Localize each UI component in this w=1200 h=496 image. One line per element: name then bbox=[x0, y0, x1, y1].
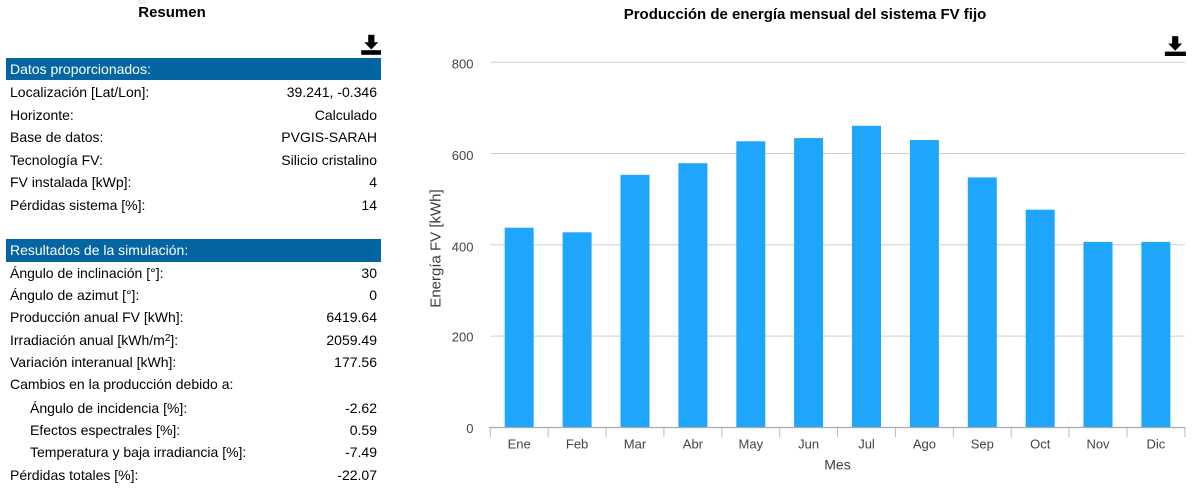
svg-text:Abr: Abr bbox=[683, 436, 704, 451]
svg-text:Producción de energía mensual: Producción de energía mensual del sistem… bbox=[624, 6, 987, 23]
svg-text:Ago: Ago bbox=[913, 436, 936, 451]
svg-text:Mes: Mes bbox=[824, 457, 850, 473]
svg-text:Sep: Sep bbox=[971, 436, 994, 451]
svg-text:Dic: Dic bbox=[1147, 436, 1166, 451]
svg-text:0: 0 bbox=[466, 421, 473, 436]
svg-text:800: 800 bbox=[452, 57, 474, 72]
svg-text:Jun: Jun bbox=[798, 436, 819, 451]
svg-text:600: 600 bbox=[452, 148, 474, 163]
svg-text:Mar: Mar bbox=[624, 436, 647, 451]
svg-text:200: 200 bbox=[452, 330, 474, 345]
svg-text:May: May bbox=[739, 436, 764, 451]
svg-text:Energía FV [kWh]: Energía FV [kWh] bbox=[427, 189, 444, 307]
svg-text:Ene: Ene bbox=[508, 436, 531, 451]
svg-text:Jul: Jul bbox=[858, 436, 875, 451]
svg-text:400: 400 bbox=[452, 239, 474, 254]
svg-text:Oct: Oct bbox=[1030, 436, 1051, 451]
svg-text:Nov: Nov bbox=[1086, 436, 1110, 451]
svg-text:Feb: Feb bbox=[566, 436, 588, 451]
